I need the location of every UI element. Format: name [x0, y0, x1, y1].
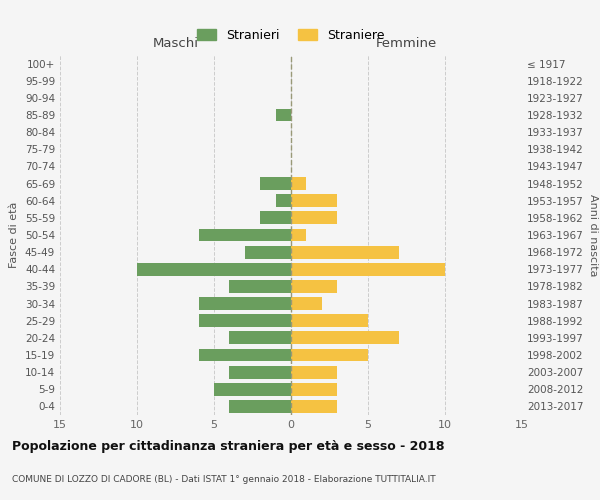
- Bar: [199, 314, 291, 327]
- Bar: [137, 263, 291, 276]
- Bar: [291, 263, 445, 276]
- Y-axis label: Fasce di età: Fasce di età: [10, 202, 19, 268]
- Bar: [229, 280, 291, 293]
- Text: Popolazione per cittadinanza straniera per età e sesso - 2018: Popolazione per cittadinanza straniera p…: [12, 440, 445, 453]
- Bar: [229, 332, 291, 344]
- Bar: [291, 212, 337, 224]
- Bar: [199, 348, 291, 362]
- Bar: [291, 366, 337, 378]
- Bar: [291, 383, 337, 396]
- Bar: [229, 400, 291, 413]
- Bar: [229, 366, 291, 378]
- Legend: Stranieri, Straniere: Stranieri, Straniere: [194, 25, 388, 46]
- Bar: [260, 212, 291, 224]
- Bar: [275, 108, 291, 122]
- Bar: [214, 383, 291, 396]
- Bar: [291, 400, 337, 413]
- Bar: [291, 246, 399, 258]
- Bar: [291, 280, 337, 293]
- Bar: [291, 297, 322, 310]
- Bar: [245, 246, 291, 258]
- Bar: [291, 194, 337, 207]
- Bar: [291, 332, 399, 344]
- Y-axis label: Anni di nascita: Anni di nascita: [587, 194, 598, 276]
- Text: Maschi: Maschi: [152, 37, 199, 50]
- Bar: [260, 177, 291, 190]
- Text: COMUNE DI LOZZO DI CADORE (BL) - Dati ISTAT 1° gennaio 2018 - Elaborazione TUTTI: COMUNE DI LOZZO DI CADORE (BL) - Dati IS…: [12, 475, 436, 484]
- Text: Femmine: Femmine: [376, 37, 437, 50]
- Bar: [291, 348, 368, 362]
- Bar: [275, 194, 291, 207]
- Bar: [291, 314, 368, 327]
- Bar: [291, 177, 307, 190]
- Bar: [199, 228, 291, 241]
- Bar: [291, 228, 307, 241]
- Bar: [199, 297, 291, 310]
